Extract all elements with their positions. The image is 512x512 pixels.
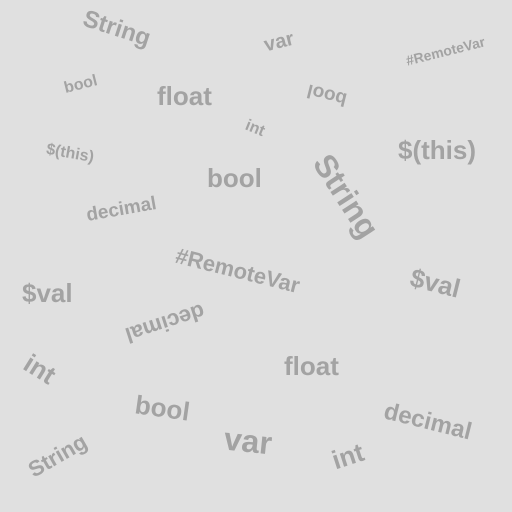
word-bool-1: bool <box>62 72 100 97</box>
word-float-1: float <box>157 81 212 111</box>
word-string-3: String <box>23 428 92 483</box>
word-int-2: int <box>18 347 62 391</box>
word-this-1: $(this) <box>44 140 96 167</box>
word-decimal-2: decimal <box>381 397 475 446</box>
word-float-2: float <box>284 351 339 381</box>
word-decimal-1: decimal <box>84 193 159 226</box>
word-remotevar-1: #RemoteVar <box>404 33 487 69</box>
word-val-1: $val <box>22 278 73 308</box>
word-int-1: int <box>242 116 268 141</box>
word-string-1: String <box>79 4 154 53</box>
word-bool-flipped-1: bool <box>305 79 350 110</box>
word-this-2: $(this) <box>398 135 476 165</box>
word-val-2: $val <box>407 262 464 304</box>
word-bool-3: bool <box>133 389 192 427</box>
word-var-1: var <box>261 27 297 57</box>
word-int-3: int <box>328 436 368 476</box>
word-remotevar-2: #RemoteVar <box>172 243 303 299</box>
word-decimal-flipped-1: decimal <box>122 298 208 349</box>
word-bool-2: bool <box>207 163 262 193</box>
word-var-2: var <box>222 420 274 462</box>
word-string-2: String <box>305 147 387 245</box>
